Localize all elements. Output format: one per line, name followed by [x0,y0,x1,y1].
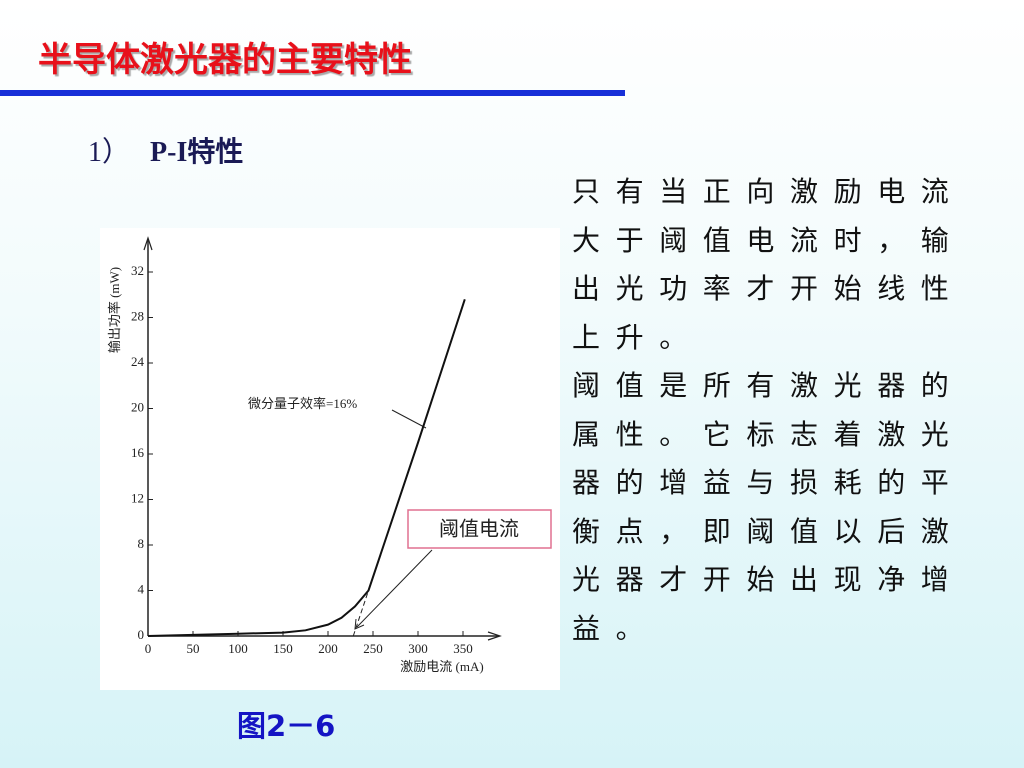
callout-arrow [356,549,433,628]
callout-text: 阈值电流 [439,517,519,541]
section-title: P-I特性 [150,137,244,168]
y-tick-label: 12 [131,490,144,505]
y-tick-label: 24 [131,354,145,369]
x-tick-label: 300 [408,641,428,656]
paragraph: 只有当正向激励电流大于阈值电流时，输出光功率才开始线性上升。 [572,175,965,354]
x-tick-label: 250 [363,641,383,656]
x-tick-label: 50 [187,641,200,656]
y-tick-label: 28 [131,308,144,323]
y-tick-label: 20 [131,399,144,414]
title-rule [0,90,625,96]
chart: 输出功率 (mW) 激励电流 (mA) 微分量子效率=16% 阈值电流 0 4 8 1… [100,228,560,690]
x-tick-label: 350 [453,641,473,656]
y-axis-title: 输出功率 (mW) [107,267,122,353]
x-tick-label: 150 [273,641,293,656]
callout-box [407,509,552,549]
pi-curve [147,298,466,637]
annotation-leader [391,409,427,429]
section-heading: 1） P-I特性 [88,130,243,170]
y-axis-arrow [143,236,153,251]
slide-title: 半导体激光器的主要特性 [38,40,412,80]
y-tick-label: 0 [138,627,145,642]
y-tick-label: 16 [131,445,145,460]
callout-arrowhead [354,618,365,630]
annotation: 微分量子效率=16% [248,396,357,411]
body-text: 只有当正向激励电流大于阈值电流时，输出光功率才开始线性上升。 阈值是所有激光器的… [572,168,977,653]
paragraph: 阈值是所有激光器的属性。它标志着激光器的增益与损耗的平衡点，即阈值以后激光器才开… [572,369,965,645]
x-tick-label: 100 [228,641,248,656]
figure-caption: 图2－6 [237,709,336,743]
x-tick-label: 200 [318,641,338,656]
section-number: 1） [88,137,131,168]
y-tick-label: 32 [131,263,144,278]
y-tick-label: 8 [138,536,145,551]
x-axis-arrow [487,631,502,641]
x-tick-label: 0 [145,641,152,656]
x-axis-title: 激励电流 (mA) [400,659,483,674]
y-tick-label: 4 [138,581,145,596]
chart-background [100,228,560,690]
